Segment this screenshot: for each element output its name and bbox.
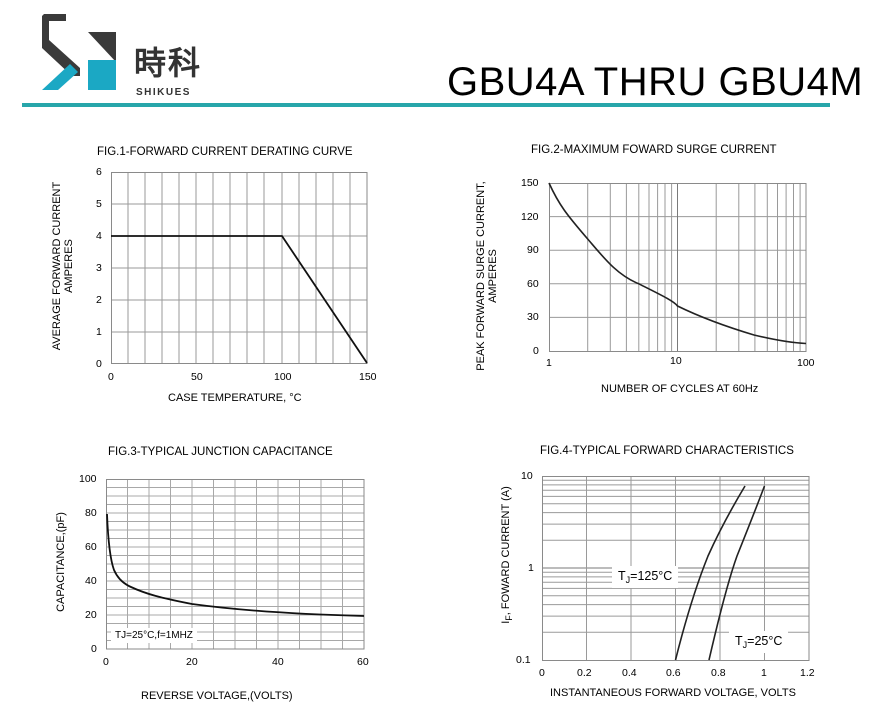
fig2-surge-curve <box>548 182 807 345</box>
fig2-ylabel-line2: AMPERES <box>487 249 499 303</box>
fig4-curve-25c <box>708 485 766 661</box>
fig1-title: FIG.1-FORWARD CURRENT DERATING CURVE <box>97 146 353 158</box>
fig3-ylabel: CAPACITANCE,(pF) <box>55 512 67 612</box>
fig1-xtick: 50 <box>191 371 203 383</box>
fig2-ytick: 90 <box>527 244 539 256</box>
fig4-curve-125c <box>674 485 746 661</box>
fig4-ytick: 0.1 <box>516 654 531 666</box>
fig2-xtick: 10 <box>670 355 682 367</box>
fig4-title: FIG.4-TYPICAL FORWARD CHARACTERISTICS <box>540 445 794 457</box>
fig2-xtick: 1 <box>546 357 552 369</box>
fig4-xlabel: INSTANTANEOUS FORWARD VOLTAGE, VOLTS <box>550 687 796 699</box>
fig1-ytick: 5 <box>96 198 102 210</box>
fig3-ytick: 80 <box>85 507 97 519</box>
fig2-ytick: 0 <box>533 345 539 357</box>
fig4-xtick: 1.2 <box>800 667 815 679</box>
brand-name-chinese: 時科 <box>134 44 203 82</box>
fig1-ytick: 4 <box>96 230 102 242</box>
fig1-xtick: 0 <box>108 371 114 383</box>
fig4-xtick: 0 <box>539 667 545 679</box>
fig2-xlabel: NUMBER OF CYCLES AT 60Hz <box>601 383 759 395</box>
fig2-ytick: 60 <box>527 278 539 290</box>
fig2-ytick: 30 <box>527 311 539 323</box>
fig3-title: FIG.3-TYPICAL JUNCTION CAPACITANCE <box>108 446 333 458</box>
fig1-ylabel-line1: AVERAGE FORWARD CURRENT <box>51 181 63 351</box>
fig1-ytick: 1 <box>96 326 102 338</box>
fig4-xtick: 0.8 <box>711 667 726 679</box>
fig2-plot <box>548 182 807 352</box>
fig4-ytick: 10 <box>521 470 533 482</box>
fig3-ytick: 60 <box>85 541 97 553</box>
fig1-ytick: 3 <box>96 262 102 274</box>
fig3-ytick: 100 <box>79 473 97 485</box>
fig3-xlabel: REVERSE VOLTAGE,(VOLTS) <box>141 690 293 702</box>
fig1-ytick: 2 <box>96 294 102 306</box>
fig2-ytick: 150 <box>521 177 539 189</box>
fig3-xtick: 0 <box>103 656 109 668</box>
fig1-ylabel: AVERAGE FORWARD CURRENT AMPERES <box>51 176 75 356</box>
fig3-ytick: 0 <box>91 643 97 655</box>
fig2-ylabel-line1: PEAK FORWARD SURGE CURRENT, <box>475 181 487 371</box>
fig4-label-125c: TJ=125°C <box>612 566 679 588</box>
fig4-xtick: 0.6 <box>666 667 681 679</box>
fig2-ylabel: PEAK FORWARD SURGE CURRENT, AMPERES <box>475 176 499 376</box>
fig1-ylabel-line2: AMPERES <box>63 239 75 293</box>
company-logo: 時科 SHIKUES <box>32 12 212 102</box>
fig1-ytick: 6 <box>96 166 102 178</box>
fig3-ytick: 40 <box>85 575 97 587</box>
fig1-xlabel: CASE TEMPERATURE, °C <box>168 392 302 404</box>
document-title: GBU4A THRU GBU4M <box>447 60 864 104</box>
fig3-capacitance-curve <box>106 513 365 617</box>
fig4-ytick: 1 <box>528 562 534 574</box>
header-divider <box>22 103 830 107</box>
fig4-xtick: 1 <box>761 667 767 679</box>
fig3-plot <box>106 479 365 650</box>
fig3-xtick: 40 <box>272 656 284 668</box>
fig4-xtick: 0.2 <box>577 667 592 679</box>
fig4-ylabel: IF, FOWARD CURRENT (A) <box>500 486 514 624</box>
fig2-ytick: 120 <box>521 211 539 223</box>
fig3-xtick: 60 <box>357 656 369 668</box>
fig4-xtick: 0.4 <box>622 667 637 679</box>
fig1-ytick: 0 <box>96 358 102 370</box>
brand-name-english: SHIKUES <box>136 87 191 98</box>
fig1-xtick: 100 <box>274 371 292 383</box>
fig3-condition-annotation: TJ=25°C,f=1MHZ <box>111 628 197 643</box>
fig3-xtick: 20 <box>186 656 198 668</box>
shikues-logo-icon <box>42 14 116 90</box>
fig4-label-25c: TJ=25°C <box>729 631 789 653</box>
fig1-plot <box>111 172 368 364</box>
fig2-xtick: 100 <box>797 357 815 369</box>
fig3-ytick: 20 <box>85 609 97 621</box>
fig1-xtick: 150 <box>359 371 377 383</box>
fig2-title: FIG.2-MAXIMUM FOWARD SURGE CURRENT <box>531 144 777 156</box>
fig1-derating-line <box>111 235 368 364</box>
